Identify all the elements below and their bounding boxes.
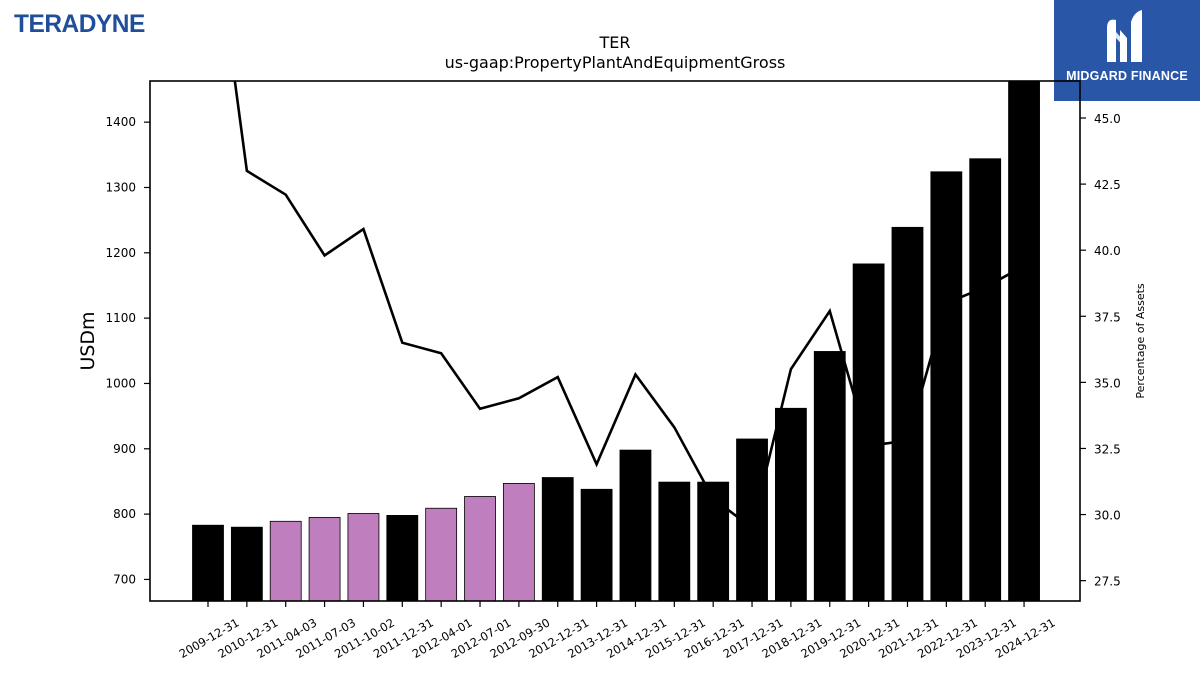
bar-2024-12-31 [1008,81,1040,601]
bar-2009-12-31 [192,524,224,601]
y2-tick-label: 27.5 [1094,575,1121,589]
bar-2020-12-31 [852,263,885,601]
bar-2011-10-02 [347,513,380,601]
teradyne-logo: TERADYNE [14,10,145,38]
y-tick-label: 1400 [105,115,136,129]
midgard-finance-logo: MIDGARD FINANCE [1054,0,1200,101]
percentage-line [233,81,1025,530]
bar-2011-12-31 [386,515,419,601]
y2-tick-label: 45.0 [1094,112,1121,126]
y-tick-label: 1100 [105,311,136,325]
bar-2011-07-03 [308,516,341,601]
bar-2012-04-01 [425,507,458,601]
y2-tick-label: 35.0 [1094,376,1121,390]
bar-2016-12-31 [697,481,730,601]
plot-frame [149,80,1081,602]
y2-tick-label: 32.5 [1094,442,1121,456]
bar-2014-12-31 [619,449,652,601]
y-tick-label: 700 [113,572,136,586]
y2-axis-label: Percentage of Assets [1134,283,1147,399]
midgard-m-icon [1107,10,1142,62]
bar-2021-12-31 [891,226,924,601]
bar-2015-12-31 [658,481,691,601]
y-tick-label: 1200 [105,246,136,260]
y2-tick-label: 37.5 [1094,310,1121,324]
bar-2022-12-31 [930,171,963,601]
y2-tick-label: 40.0 [1094,244,1121,258]
y2-tick-label: 42.5 [1094,178,1121,192]
y-tick-label: 1000 [105,376,136,390]
y2-tick-label: 30.0 [1094,509,1121,523]
bar-2012-12-31 [541,477,574,601]
y-tick-label: 1300 [105,180,136,194]
midgard-finance-text: MIDGARD FINANCE [1066,69,1188,83]
bar-2012-09-30 [502,483,535,601]
chart-subtitle: us-gaap:PropertyPlantAndEquipmentGross [445,53,786,72]
bar-2013-12-31 [580,488,613,601]
chart-title: TER [599,33,631,52]
bar-2011-04-03 [269,520,302,601]
y-tick-label: 800 [113,507,136,521]
bar-2010-12-31 [230,526,263,601]
bar-2023-12-31 [969,158,1002,601]
bar-2019-12-31 [813,351,846,601]
y-tick-label: 900 [113,442,136,456]
y-axis-label: USDm [77,311,99,370]
bar-2018-12-31 [775,407,807,601]
bar-2012-07-01 [464,496,496,601]
